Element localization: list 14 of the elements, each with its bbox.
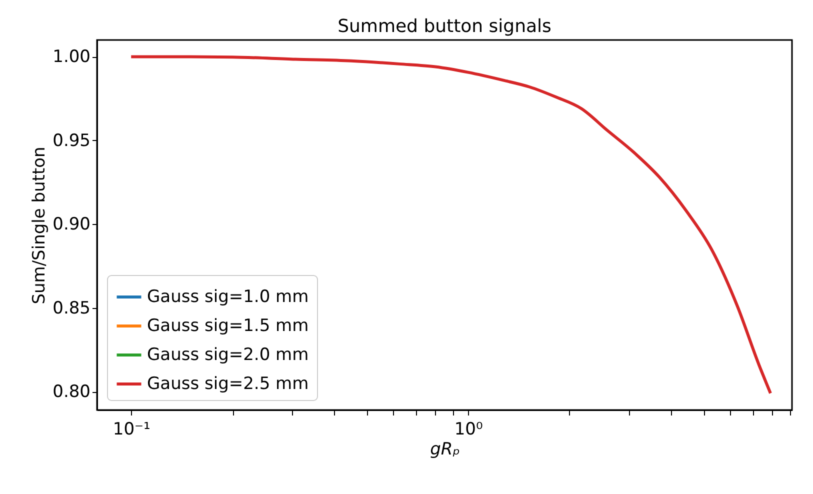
x-tick-label: 10⁰: [454, 420, 483, 440]
chart-title: Summed button signals: [338, 16, 552, 37]
legend-label: Gauss sig=1.0 mm: [147, 287, 309, 307]
legend-label: Gauss sig=1.5 mm: [147, 316, 309, 336]
y-tick-label: 0.85: [52, 298, 90, 318]
y-tick-label: 0.90: [52, 214, 90, 235]
legend-label: Gauss sig=2.5 mm: [147, 374, 309, 394]
x-axis-title: gRₚ: [430, 440, 460, 460]
y-tick-label: 0.80: [52, 382, 90, 402]
y-tick-label: 1.00: [52, 47, 90, 68]
x-tick-label: 10⁻¹: [112, 420, 150, 440]
y-tick-label: 0.95: [52, 130, 90, 151]
y-axis-title: Sum/Single button: [30, 146, 50, 304]
legend-label: Gauss sig=2.0 mm: [147, 345, 309, 365]
